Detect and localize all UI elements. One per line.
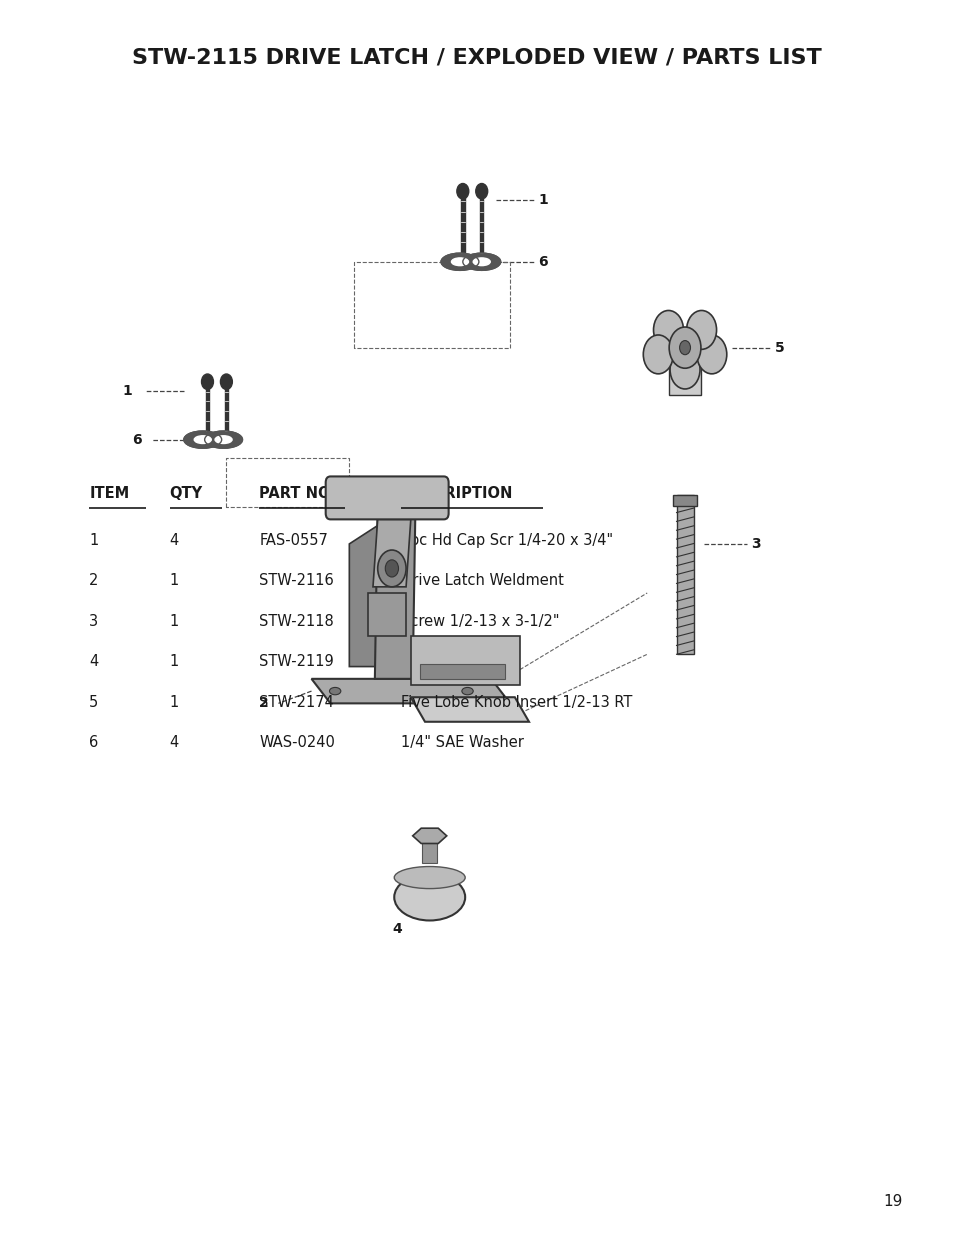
- FancyBboxPatch shape: [325, 477, 448, 520]
- Ellipse shape: [462, 253, 500, 270]
- Text: 5: 5: [90, 694, 98, 709]
- Text: Soc Hd Cap Scr 1/4-20 x 3/4": Soc Hd Cap Scr 1/4-20 x 3/4": [401, 532, 613, 547]
- Text: 1: 1: [170, 573, 179, 588]
- Ellipse shape: [440, 253, 478, 270]
- Bar: [420, 664, 505, 679]
- Text: PART NO.: PART NO.: [259, 485, 335, 501]
- Bar: [460, 191, 464, 253]
- Text: Drive Latch Weldment: Drive Latch Weldment: [401, 573, 563, 588]
- Ellipse shape: [394, 867, 465, 889]
- Circle shape: [653, 310, 682, 350]
- Circle shape: [668, 327, 700, 368]
- Text: 1: 1: [170, 614, 179, 629]
- Text: 1: 1: [90, 532, 98, 547]
- Polygon shape: [368, 593, 406, 636]
- Text: STW-2115 DRIVE LATCH / EXPLODED VIEW / PARTS LIST: STW-2115 DRIVE LATCH / EXPLODED VIEW / P…: [132, 47, 821, 67]
- Bar: [225, 382, 228, 441]
- Ellipse shape: [205, 431, 242, 448]
- Ellipse shape: [184, 431, 221, 448]
- Circle shape: [476, 184, 487, 199]
- Circle shape: [696, 335, 726, 374]
- Circle shape: [686, 310, 716, 350]
- Text: 1: 1: [122, 384, 132, 398]
- Text: 19: 19: [882, 1194, 902, 1209]
- Ellipse shape: [214, 436, 232, 443]
- Circle shape: [220, 374, 233, 389]
- Text: 5: 5: [774, 341, 783, 354]
- Polygon shape: [349, 526, 377, 667]
- Text: 2: 2: [90, 573, 98, 588]
- Text: QTY: QTY: [170, 485, 203, 501]
- Circle shape: [456, 184, 468, 199]
- Text: 6: 6: [90, 735, 98, 750]
- Text: 6: 6: [537, 254, 548, 269]
- Text: STW-2118: STW-2118: [259, 614, 334, 629]
- Circle shape: [201, 374, 213, 389]
- Ellipse shape: [473, 258, 490, 266]
- Text: 1: 1: [170, 694, 179, 709]
- Text: Screw 1/2-13 x 3-1/2": Screw 1/2-13 x 3-1/2": [401, 614, 559, 629]
- Text: STW-2119: STW-2119: [259, 655, 334, 669]
- Text: FAS-0557: FAS-0557: [259, 532, 328, 547]
- Bar: [411, 636, 519, 685]
- Ellipse shape: [194, 436, 211, 443]
- Text: 1: 1: [537, 194, 548, 207]
- Text: 4: 4: [170, 532, 179, 547]
- Circle shape: [679, 341, 690, 354]
- Text: STW-2116: STW-2116: [259, 573, 334, 588]
- Text: 4: 4: [170, 735, 179, 750]
- Text: STW-2174: STW-2174: [259, 694, 334, 709]
- FancyBboxPatch shape: [676, 495, 693, 655]
- Circle shape: [385, 559, 398, 577]
- FancyBboxPatch shape: [668, 366, 700, 395]
- Text: 3: 3: [90, 614, 98, 629]
- FancyBboxPatch shape: [673, 495, 697, 506]
- Ellipse shape: [329, 688, 340, 695]
- Text: 4: 4: [90, 655, 98, 669]
- Text: 1/4" SAE Washer: 1/4" SAE Washer: [401, 735, 523, 750]
- Text: 4: 4: [392, 921, 401, 936]
- Bar: [479, 191, 483, 253]
- Polygon shape: [413, 829, 446, 844]
- Circle shape: [669, 350, 700, 389]
- Bar: [206, 382, 209, 441]
- Bar: [422, 835, 436, 863]
- Text: WAS-0240: WAS-0240: [259, 735, 335, 750]
- Text: DESCRIPTION: DESCRIPTION: [401, 485, 512, 501]
- Polygon shape: [411, 698, 529, 721]
- Text: ITEM: ITEM: [90, 485, 130, 501]
- Text: 6: 6: [132, 432, 141, 447]
- Polygon shape: [375, 501, 416, 679]
- Ellipse shape: [461, 688, 473, 695]
- Circle shape: [642, 335, 673, 374]
- Text: 1: 1: [170, 655, 179, 669]
- Polygon shape: [373, 520, 411, 587]
- Polygon shape: [312, 679, 510, 704]
- Text: Five Lobe Knob Insert 1/2-13 RT: Five Lobe Knob Insert 1/2-13 RT: [401, 694, 632, 709]
- Ellipse shape: [451, 258, 468, 266]
- Ellipse shape: [394, 874, 465, 920]
- Text: Level Mount: Level Mount: [401, 655, 490, 669]
- Circle shape: [377, 550, 406, 587]
- Text: 3: 3: [750, 537, 760, 551]
- Text: 2: 2: [259, 697, 269, 710]
